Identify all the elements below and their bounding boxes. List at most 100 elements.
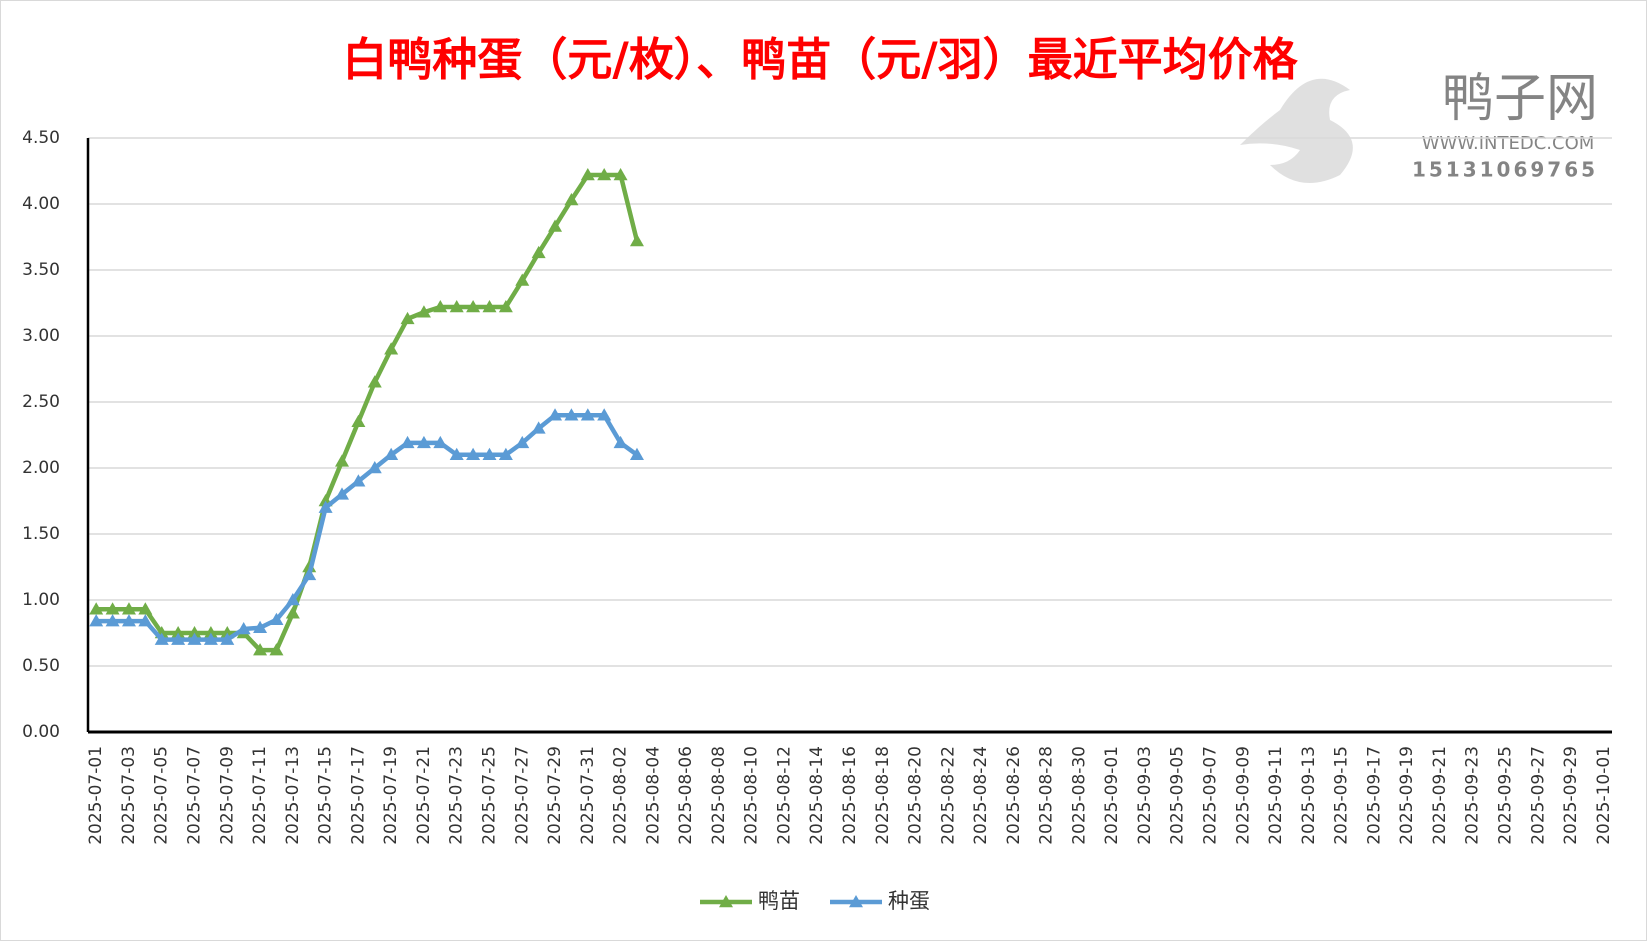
data-point [597, 408, 612, 421]
data-point [613, 435, 628, 449]
y-tick-label: 2.50 [22, 392, 60, 412]
data-point [253, 643, 268, 656]
data-point [138, 614, 153, 627]
x-tick-label: 2025-08-06 [676, 746, 696, 845]
x-tick-label: 2025-08-26 [1004, 746, 1024, 845]
data-point [121, 614, 136, 627]
data-point [449, 299, 464, 313]
x-tick-label: 2025-09-07 [1201, 746, 1221, 845]
chart-title: 白鸭种蛋（元/枚）、鸭苗（元/羽）最近平均价格 [342, 33, 1298, 86]
x-tick-label: 2025-08-02 [611, 746, 631, 845]
x-tick-label: 2025-08-14 [807, 746, 827, 845]
data-point [203, 632, 218, 645]
x-tick-label: 2025-07-25 [479, 746, 499, 845]
data-point [449, 447, 464, 461]
data-point [187, 632, 202, 645]
data-point [220, 632, 235, 645]
data-point [515, 435, 530, 449]
legend-label: 鸭苗 [758, 889, 800, 913]
data-point [384, 342, 399, 355]
x-tick-label: 2025-07-17 [348, 746, 368, 845]
x-tick-label: 2025-09-25 [1495, 746, 1515, 845]
data-point [580, 167, 595, 181]
legend-marker [849, 895, 863, 908]
x-tick-label: 2025-08-20 [906, 746, 926, 845]
watermark-text: 鸭子网 [1442, 69, 1598, 129]
data-point [564, 408, 579, 421]
x-tick-label: 2025-09-05 [1168, 746, 1188, 845]
data-point [367, 461, 382, 474]
data-point [351, 474, 366, 487]
x-tick-label: 2025-09-17 [1364, 746, 1384, 845]
data-point [154, 632, 169, 645]
legend-marker [719, 895, 733, 908]
x-tick-label: 2025-07-03 [119, 746, 139, 845]
data-point [629, 233, 644, 247]
data-point [433, 435, 448, 449]
x-tick-label: 2025-08-18 [873, 746, 893, 845]
y-tick-label: 4.00 [22, 194, 60, 214]
data-point [629, 447, 644, 461]
data-point [367, 375, 382, 388]
x-tick-label: 2025-07-31 [578, 746, 598, 845]
data-point [531, 245, 546, 259]
x-tick-label: 2025-09-29 [1561, 746, 1581, 845]
x-tick-label: 2025-10-01 [1594, 746, 1614, 845]
y-tick-label: 4.50 [22, 128, 60, 148]
x-tick-label: 2025-07-11 [250, 746, 270, 845]
data-point [433, 299, 448, 313]
data-point [400, 311, 415, 325]
data-point [466, 299, 481, 313]
data-point [171, 626, 186, 639]
data-point [335, 487, 349, 500]
x-tick-label: 2025-07-29 [545, 746, 565, 845]
data-point [531, 421, 546, 434]
watermark-text: 15131069765 [1412, 158, 1598, 182]
data-point [498, 299, 513, 313]
data-point [597, 167, 612, 181]
x-tick-label: 2025-09-19 [1397, 746, 1417, 845]
data-point [285, 593, 300, 606]
data-point [548, 219, 563, 232]
x-tick-label: 2025-08-08 [709, 746, 729, 845]
x-tick-label: 2025-07-07 [185, 746, 205, 845]
data-point [302, 567, 317, 581]
watermark: 鸭子网 WWW.INTEDC.COM 15131069765 [1240, 69, 1598, 183]
x-tick-label: 2025-08-16 [840, 746, 860, 845]
data-point [121, 602, 136, 615]
x-tick-label: 2025-08-28 [1037, 746, 1057, 845]
data-point [482, 447, 497, 461]
x-tick-label: 2025-08-04 [643, 746, 663, 845]
data-point [335, 454, 349, 467]
data-point [269, 643, 284, 656]
x-tick-label: 2025-09-03 [1135, 746, 1155, 845]
x-tick-label: 2025-07-05 [152, 746, 172, 845]
x-tick-label: 2025-08-12 [774, 746, 794, 845]
legend-label: 种蛋 [888, 889, 930, 913]
watermark-text: WWW.INTEDC.COM [1422, 133, 1595, 154]
x-tick-label: 2025-07-01 [86, 746, 106, 845]
y-tick-label: 1.00 [22, 590, 60, 610]
x-tick-label: 2025-07-15 [316, 746, 336, 845]
x-tick-label: 2025-09-13 [1299, 746, 1319, 845]
x-tick-label: 2025-09-15 [1332, 746, 1352, 845]
data-point [416, 435, 431, 449]
x-tick-label: 2025-07-13 [283, 746, 303, 845]
y-tick-label: 3.50 [22, 260, 60, 280]
watermark-logo [1240, 78, 1353, 183]
y-tick-label: 1.50 [22, 524, 60, 544]
data-point [253, 620, 268, 633]
x-tick-label: 2025-09-09 [1233, 746, 1253, 845]
x-tick-label: 2025-09-01 [1102, 746, 1122, 845]
data-point [564, 193, 579, 206]
data-point [482, 299, 497, 313]
data-point [138, 602, 153, 615]
data-point [187, 626, 202, 639]
x-tick-label: 2025-07-23 [447, 746, 467, 845]
x-tick-label: 2025-08-10 [742, 746, 762, 845]
x-tick-label: 2025-08-30 [1069, 746, 1089, 845]
data-point [285, 606, 300, 619]
data-point [498, 447, 513, 461]
x-tick-label: 2025-09-23 [1463, 746, 1483, 845]
